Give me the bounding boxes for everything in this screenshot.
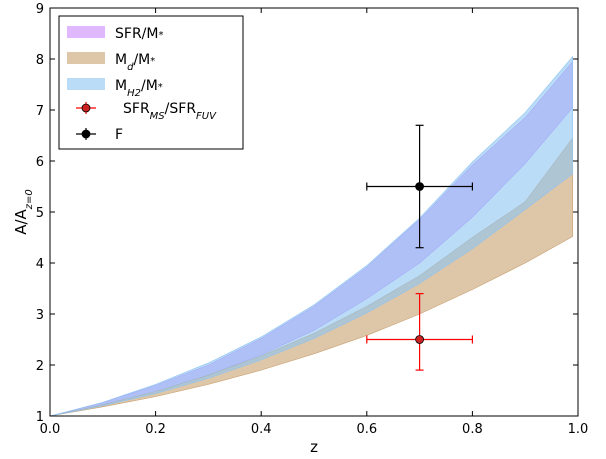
legend-marker [81,103,91,113]
errorbar-sfr-ms-sfr-fuv [366,293,473,371]
legend-label: SFRMS/SFRFUV [123,101,217,122]
errorbar-layer [366,124,473,371]
x-axis-label: z [310,438,318,456]
x-tick-label: 0.0 [40,422,61,437]
legend-label: Md/M* [115,52,155,73]
x-tick-label: 1.0 [568,422,589,437]
legend-label: SFR/M* [115,26,163,42]
x-axis: 0.0 0.2 0.4 0.6 0.8 1.0 [40,8,589,437]
data-point-f [415,182,425,191]
errorbar-f [366,124,473,249]
x-tick-label: 0.8 [462,422,483,437]
y-tick-label: 3 [36,308,44,323]
legend-label: MH2/M* [115,78,163,99]
y-tick-label: 6 [36,155,44,170]
legend-swatch [67,78,105,90]
y-tick-label: 2 [36,359,44,374]
band-layer [49,55,574,417]
y-tick-label: 8 [36,53,44,68]
legend-swatch [67,26,105,38]
legend-swatch [67,52,105,64]
band-mh2-m [49,55,574,417]
y-tick-label: 9 [36,2,44,17]
y-tick-label: 5 [36,206,44,221]
y-axis: 1 2 3 4 5 6 7 8 9 [36,2,578,425]
data-point-sfr-ms-sfr-fuv [415,335,425,344]
x-tick-label: 0.4 [251,422,272,437]
y-tick-label: 7 [36,104,44,119]
x-tick-label: 0.6 [356,422,377,437]
legend-marker [81,129,91,139]
y-axis-label-main: A/A [12,208,30,234]
y-tick-label: 1 [36,410,44,425]
x-tick-label: 0.2 [145,422,166,437]
legend-label: F [115,127,123,143]
y-tick-label: 4 [36,257,44,272]
y-axis-label: A/Az=0 [12,189,35,235]
y-axis-label-sub: z=0 [24,189,35,210]
